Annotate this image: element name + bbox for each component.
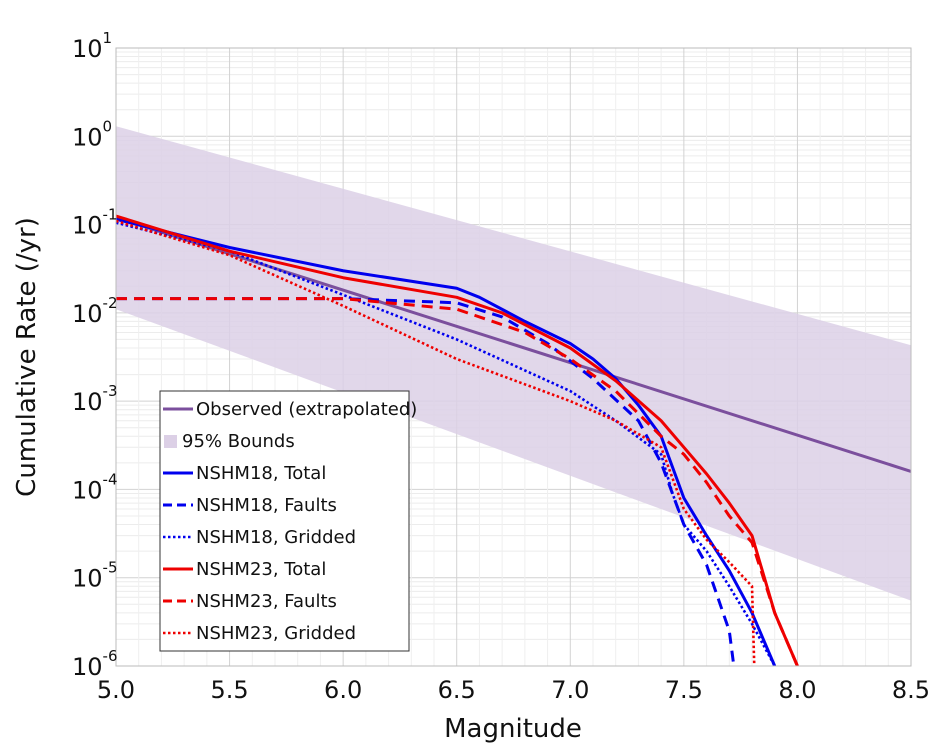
series-layer bbox=[116, 214, 911, 666]
legend-label: NSHM18, Faults bbox=[196, 495, 337, 516]
series-line-nshm18-gridded bbox=[116, 221, 776, 666]
legend-swatch bbox=[164, 435, 177, 448]
x-tick-label: 7.5 bbox=[665, 676, 703, 704]
series-line-observed-extrapolated bbox=[116, 216, 911, 473]
legend-label: NSHM23, Total bbox=[196, 559, 326, 580]
y-tick-label: 10-1 bbox=[72, 206, 118, 240]
legend-label: NSHM23, Faults bbox=[196, 591, 337, 612]
plot-frame bbox=[115, 47, 912, 667]
x-tick-label: 6.0 bbox=[324, 676, 362, 704]
series-line-nshm23-faults bbox=[116, 297, 799, 666]
legend-label: NSHM18, Gridded bbox=[196, 527, 356, 548]
x-tick-label: 8.0 bbox=[778, 676, 816, 704]
y-tick-label: 10-5 bbox=[72, 559, 118, 593]
legend-label: NSHM18, Total bbox=[196, 463, 326, 484]
y-tick-label: 100 bbox=[72, 117, 112, 151]
x-tick-label: 7.0 bbox=[551, 676, 589, 704]
x-tick-label: 8.5 bbox=[892, 676, 930, 704]
series-line-nshm18-faults bbox=[116, 297, 736, 666]
y-tick-labels: 10-6 10-5 10-4 10-3 10-2 10-1 100 101 bbox=[72, 29, 118, 681]
series-line-nshm23-gridded bbox=[116, 219, 756, 666]
y-tick-label: 10-3 bbox=[72, 382, 118, 416]
y-tick-label: 10-4 bbox=[72, 470, 118, 504]
x-tick-label: 6.5 bbox=[438, 676, 476, 704]
legend-label: Observed (extrapolated) bbox=[196, 399, 417, 420]
series-line-nshm23-total bbox=[116, 214, 799, 666]
y-tick-label: 101 bbox=[72, 29, 112, 63]
legend-box bbox=[159, 390, 410, 652]
y-axis-title: Cumulative Rate (/yr) bbox=[12, 217, 42, 497]
x-axis-title: Magnitude bbox=[444, 714, 582, 744]
y-tick-label: 10-2 bbox=[72, 294, 118, 328]
legend-label: 95% Bounds bbox=[182, 431, 295, 452]
y-tick-label: 10-6 bbox=[72, 647, 118, 681]
x-tick-label: 5.0 bbox=[97, 676, 135, 704]
series-line-nshm18-total bbox=[116, 217, 777, 666]
x-tick-label: 5.5 bbox=[210, 676, 248, 704]
legend-label: NSHM23, Gridded bbox=[196, 623, 356, 644]
x-tick-labels: 5.0 5.5 6.0 6.5 7.0 7.5 8.0 8.5 bbox=[97, 676, 930, 704]
legend: Observed (extrapolated) 95% Bounds NSHM18,… bbox=[159, 390, 417, 652]
